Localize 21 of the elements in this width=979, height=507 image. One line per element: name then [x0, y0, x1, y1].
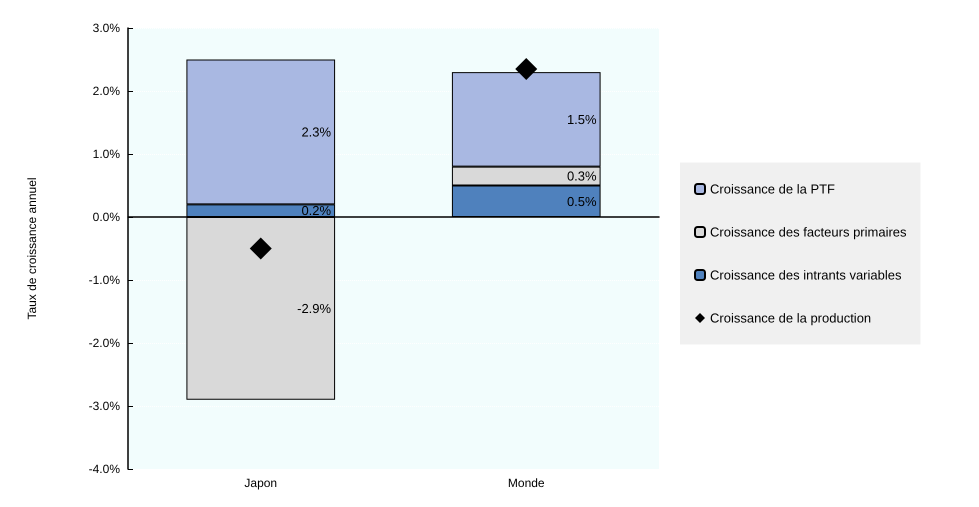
data-label: 0.5%: [566, 194, 598, 209]
y-axis-title: Taux de croissance annuel: [25, 177, 39, 320]
y-tick-label: -4.0%: [88, 462, 120, 476]
data-label: 2.3%: [301, 124, 332, 140]
data-label: 1.5%: [566, 112, 598, 127]
data-label: 0.3%: [566, 168, 598, 184]
legend-label: Croissance de la PTF: [710, 182, 836, 196]
data-label: -2.9%: [297, 300, 332, 316]
legend-label: Croissance des facteurs primaires: [710, 224, 908, 240]
y-tick-label: 0.0%: [92, 210, 120, 224]
data-label: 0.2%: [301, 203, 332, 218]
y-tick-label: -3.0%: [88, 399, 120, 413]
x-tick-label: Monde: [508, 476, 545, 490]
legend-label: Croissance des intrants variables: [710, 268, 902, 282]
y-tick-label: 1.0%: [92, 147, 120, 161]
y-tick-label: 2.0%: [92, 84, 120, 98]
y-tick-label: 3.0%: [92, 21, 120, 35]
legend-label: Croissance de la production: [710, 310, 872, 326]
y-tick-label: -2.0%: [88, 336, 120, 350]
y-tick-label: -1.0%: [88, 273, 120, 287]
x-tick-label: Japon: [244, 476, 278, 490]
